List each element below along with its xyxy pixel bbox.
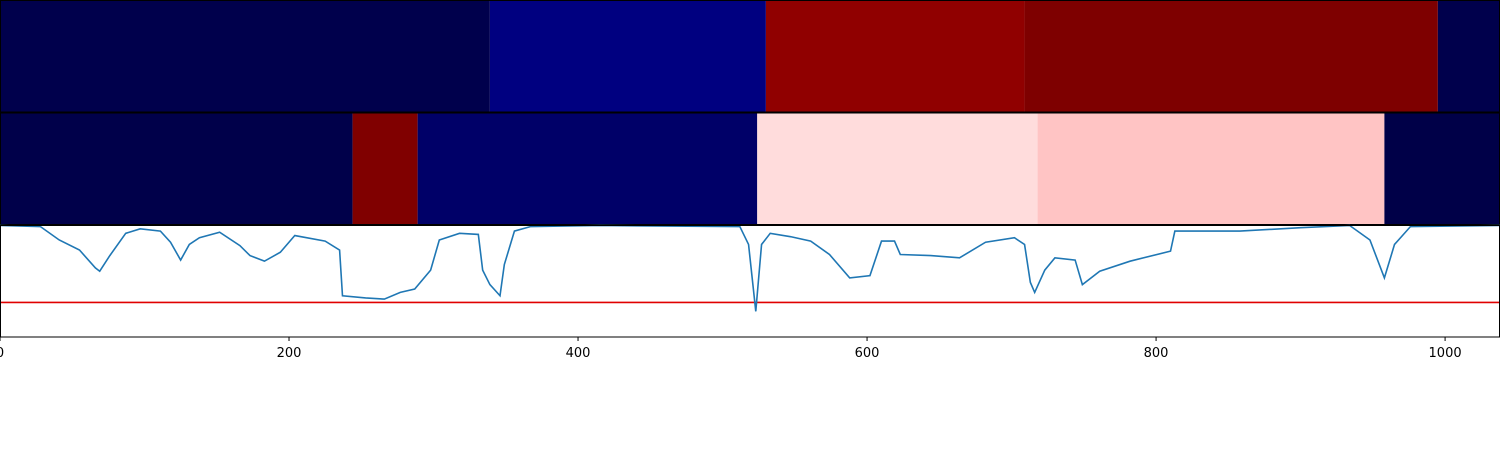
segment [0,0,490,112]
segment [765,0,1025,112]
line-series [0,224,1500,312]
segment [0,113,353,225]
segment [1024,0,1438,112]
segment [1037,113,1385,225]
segment [1384,113,1500,225]
x-tick-label: 800 [1144,346,1169,361]
segment [352,113,418,225]
segment [757,113,1038,225]
segment [489,0,766,112]
x-tick-label: 200 [277,346,302,361]
segment [417,113,758,225]
panel-frame [0,225,1500,338]
x-tick-label: 0 [0,346,4,361]
segment [1437,0,1500,112]
x-tick-label: 600 [855,346,880,361]
x-tick-label: 1000 [1429,346,1462,361]
x-tick-label: 400 [566,346,591,361]
